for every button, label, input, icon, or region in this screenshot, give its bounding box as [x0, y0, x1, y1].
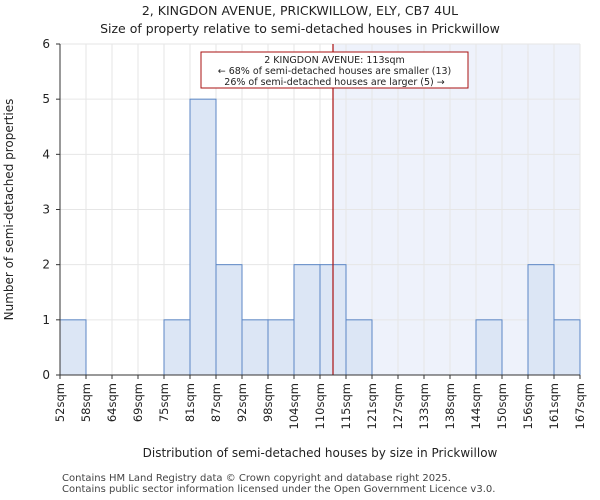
y-tick-label: 1 [42, 313, 50, 327]
x-tick-label: 121sqm [365, 383, 379, 429]
histogram-chart: 0 1 2 3 4 5 6 52sqm 58sqm 64sqm 69sqm 75sqm 81sqm 87… [2, 37, 587, 460]
marker-annotation: 2 KINGDON AVENUE: 113sqm ← 68% of semi-d… [200, 51, 469, 89]
bar-144sqm [475, 319, 503, 376]
footer-copyright: Contains HM Land Registry data © Crown c… [62, 473, 451, 484]
y-tick-label: 4 [42, 147, 50, 161]
x-tick-label: 150sqm [495, 383, 509, 429]
y-tick-label: 6 [42, 37, 50, 51]
annotation-box [200, 51, 469, 89]
bar-75sqm [163, 319, 191, 376]
x-axis-label: Distribution of semi-detached houses by … [143, 446, 498, 460]
x-tick-label: 69sqm [131, 383, 145, 422]
x-tick-label: 52sqm [53, 383, 67, 422]
x-tick-label: 138sqm [443, 383, 457, 429]
bar-161sqm [553, 319, 581, 376]
bar-81sqm [189, 98, 217, 376]
x-tick-labels: 52sqm 58sqm 64sqm 69sqm 75sqm 81sqm 87sqm 92sqm… [53, 375, 587, 429]
annotation-line-3: 26% of semi-detached houses are larger (… [224, 77, 444, 88]
bars [59, 98, 581, 376]
x-tick-label: 133sqm [417, 383, 431, 429]
y-tick-label: 3 [42, 203, 50, 217]
x-tick-label: 81sqm [183, 383, 197, 422]
x-tick-label: 104sqm [287, 383, 301, 429]
chart-subtitle: Size of property relative to semi-detach… [100, 21, 500, 36]
annotation-line-1: 2 KINGDON AVENUE: 113sqm [264, 55, 405, 66]
bar-87sqm [215, 264, 243, 376]
x-tick-label: 144sqm [469, 383, 483, 429]
x-tick-label: 64sqm [105, 383, 119, 422]
y-tick-label: 5 [42, 92, 50, 106]
x-tick-label: 87sqm [209, 383, 223, 422]
annotation-line-2: ← 68% of semi-detached houses are smalle… [218, 66, 452, 77]
x-tick-label: 127sqm [391, 383, 405, 429]
x-tick-label: 110sqm [313, 383, 327, 429]
x-tick-label: 161sqm [547, 383, 561, 429]
y-tick-labels: 0 1 2 3 4 5 6 [42, 37, 60, 382]
footer-licence: Contains public sector information licen… [62, 484, 496, 495]
x-tick-label: 75sqm [157, 383, 171, 422]
bar-115sqm [345, 319, 373, 376]
x-tick-label: 156sqm [521, 383, 535, 429]
x-tick-label: 98sqm [261, 383, 275, 422]
y-tick-label: 0 [42, 368, 50, 382]
x-tick-label: 92sqm [235, 383, 249, 422]
bar-92sqm [241, 319, 269, 376]
bar-104sqm [293, 264, 321, 376]
y-tick-label: 2 [42, 258, 50, 272]
bar-52sqm [59, 319, 87, 376]
chart-title: 2, KINGDON AVENUE, PRICKWILLOW, ELY, CB7… [141, 3, 459, 18]
y-axis-label: Number of semi-detached properties [2, 99, 16, 321]
bar-156sqm [527, 264, 555, 376]
x-tick-label: 115sqm [339, 383, 353, 429]
x-tick-label: 167sqm [573, 383, 587, 429]
x-tick-label: 58sqm [79, 383, 93, 422]
bar-98sqm [267, 319, 295, 376]
